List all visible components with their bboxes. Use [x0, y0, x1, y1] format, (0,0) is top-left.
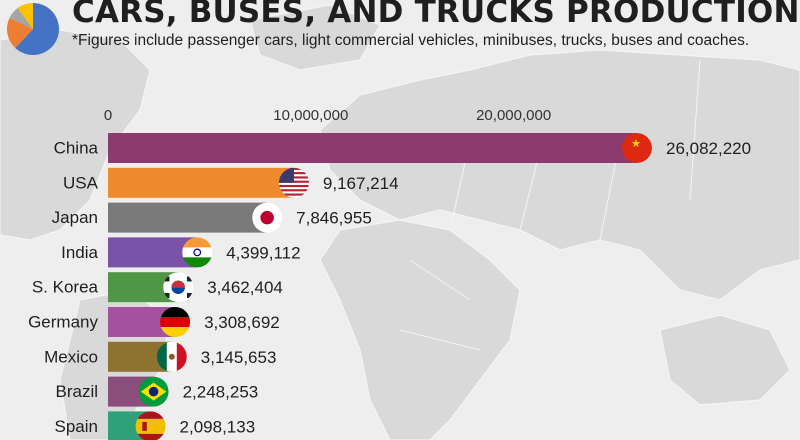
- value-label: 26,082,220: [666, 139, 751, 158]
- value-label: 2,098,133: [180, 417, 256, 436]
- pie-slice: [9, 7, 33, 30]
- category-label: USA: [63, 173, 99, 192]
- china-flag-icon: ★: [622, 133, 652, 163]
- south-korea-flag-icon: [163, 272, 194, 303]
- x-tick-label: 20,000,000: [476, 107, 551, 124]
- value-label: 3,308,692: [204, 313, 280, 332]
- category-label: Germany: [28, 313, 98, 332]
- value-label: 3,145,653: [201, 348, 277, 367]
- mexico-flag-icon: [156, 341, 187, 372]
- india-flag-icon: [182, 237, 213, 268]
- pie-chart-icon: [6, 2, 59, 55]
- pie-slice: [17, 2, 33, 29]
- chart-title: CARS, BUSES, AND TRUCKS PRODUCTION: [72, 0, 800, 30]
- category-label: Brazil: [55, 382, 98, 401]
- brazil-flag-icon: [138, 376, 169, 407]
- value-label: 4,399,112: [226, 243, 300, 262]
- spain-flag-icon: [135, 411, 166, 440]
- chart-subtitle: *Figures include passenger cars, light c…: [72, 32, 750, 49]
- value-label: 2,248,253: [183, 383, 259, 402]
- category-label: Mexico: [44, 347, 98, 366]
- category-label: Spain: [55, 417, 98, 436]
- usa-flag-icon: [278, 167, 309, 198]
- category-label: India: [61, 243, 98, 262]
- germany-flag-icon: [160, 307, 191, 337]
- category-label: S. Korea: [32, 278, 99, 297]
- japan-flag-icon: [252, 202, 283, 233]
- value-label: 3,462,404: [207, 278, 283, 297]
- value-label: 9,167,214: [323, 174, 399, 193]
- category-label: Japan: [52, 208, 98, 227]
- value-label: 7,846,955: [296, 209, 372, 228]
- x-tick-label: 10,000,000: [273, 107, 348, 124]
- pie-slice: [6, 17, 33, 48]
- pie-slice: [15, 3, 59, 55]
- bar: [108, 167, 294, 198]
- bar: [108, 133, 637, 163]
- bar: [108, 202, 268, 233]
- svg-text:★: ★: [631, 138, 641, 150]
- category-label: China: [54, 139, 99, 158]
- x-tick-label: 0: [104, 107, 112, 124]
